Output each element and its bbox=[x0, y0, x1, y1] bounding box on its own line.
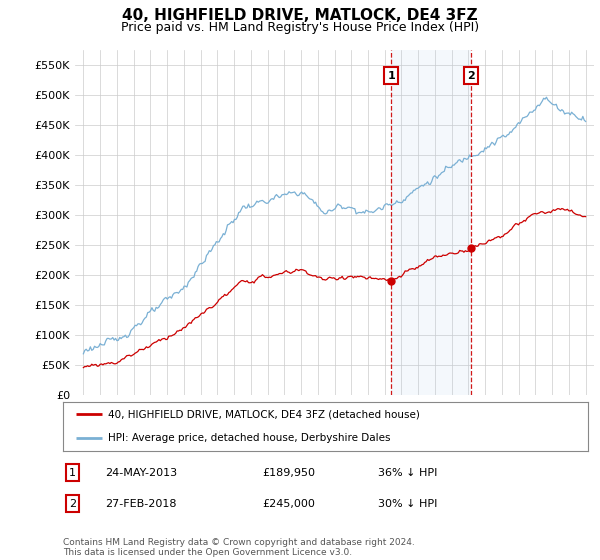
Text: 2: 2 bbox=[69, 499, 76, 509]
Text: 24-MAY-2013: 24-MAY-2013 bbox=[105, 468, 177, 478]
Text: £245,000: £245,000 bbox=[263, 499, 316, 509]
Text: 36% ↓ HPI: 36% ↓ HPI bbox=[378, 468, 437, 478]
Text: Contains HM Land Registry data © Crown copyright and database right 2024.
This d: Contains HM Land Registry data © Crown c… bbox=[63, 538, 415, 557]
Text: 40, HIGHFIELD DRIVE, MATLOCK, DE4 3FZ (detached house): 40, HIGHFIELD DRIVE, MATLOCK, DE4 3FZ (d… bbox=[107, 409, 419, 419]
Text: 1: 1 bbox=[69, 468, 76, 478]
Text: 40, HIGHFIELD DRIVE, MATLOCK, DE4 3FZ: 40, HIGHFIELD DRIVE, MATLOCK, DE4 3FZ bbox=[122, 8, 478, 24]
Bar bbox=[391, 50, 471, 395]
Text: Price paid vs. HM Land Registry's House Price Index (HPI): Price paid vs. HM Land Registry's House … bbox=[121, 21, 479, 34]
Text: 2: 2 bbox=[467, 71, 475, 81]
Text: HPI: Average price, detached house, Derbyshire Dales: HPI: Average price, detached house, Derb… bbox=[107, 433, 390, 443]
Text: 1: 1 bbox=[388, 71, 395, 81]
Text: £189,950: £189,950 bbox=[263, 468, 316, 478]
Text: 30% ↓ HPI: 30% ↓ HPI bbox=[378, 499, 437, 509]
Text: 27-FEB-2018: 27-FEB-2018 bbox=[105, 499, 176, 509]
